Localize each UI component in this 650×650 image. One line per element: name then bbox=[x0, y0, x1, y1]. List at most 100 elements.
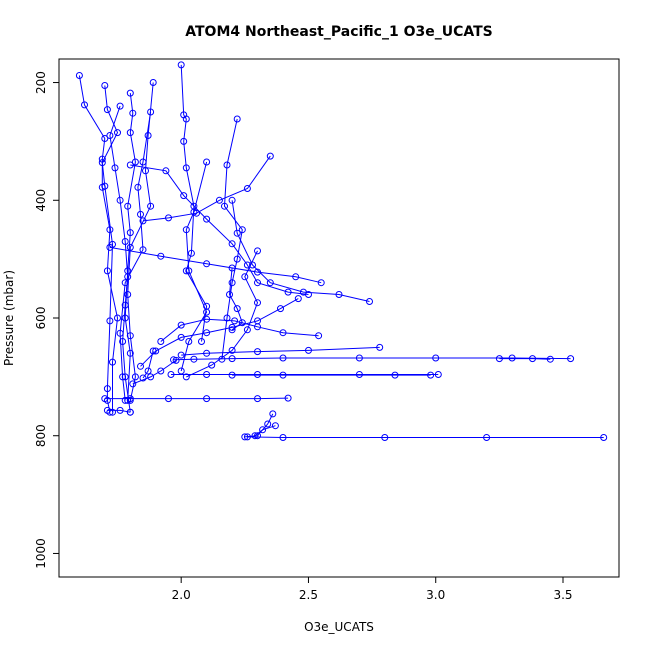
plot-frame bbox=[58, 58, 620, 578]
data-point bbox=[147, 373, 155, 381]
data-point bbox=[185, 338, 193, 345]
data-point bbox=[103, 267, 111, 275]
data-point bbox=[432, 354, 440, 362]
data-point bbox=[109, 358, 116, 366]
data-point bbox=[279, 354, 287, 362]
data-point bbox=[149, 347, 157, 355]
data-point bbox=[103, 406, 111, 414]
data-point bbox=[203, 395, 211, 403]
data-point bbox=[177, 367, 185, 375]
data-point bbox=[355, 354, 363, 362]
series-line-8 bbox=[221, 118, 243, 360]
data-point bbox=[251, 432, 259, 440]
data-point bbox=[203, 329, 211, 337]
series-line-15 bbox=[160, 318, 319, 342]
data-point bbox=[249, 261, 256, 269]
data-point bbox=[182, 164, 190, 172]
data-point bbox=[180, 192, 188, 200]
data-point bbox=[139, 246, 147, 254]
data-point bbox=[243, 326, 251, 334]
y-tick-label: 800 bbox=[34, 424, 48, 447]
data-point bbox=[119, 373, 127, 381]
data-point bbox=[203, 308, 211, 316]
chart-title: ATOM4 Northeast_Pacific_1 O3e_UCATS bbox=[185, 24, 493, 40]
series-line-19 bbox=[173, 357, 571, 361]
data-point bbox=[233, 229, 241, 237]
data-point bbox=[228, 355, 236, 363]
data-point bbox=[203, 315, 211, 323]
data-point bbox=[228, 346, 236, 354]
data-point bbox=[218, 355, 226, 363]
data-point bbox=[101, 82, 109, 89]
data-point bbox=[279, 329, 287, 337]
data-point bbox=[142, 167, 149, 175]
data-point bbox=[114, 129, 121, 137]
data-point bbox=[98, 155, 106, 163]
data-point bbox=[177, 351, 185, 359]
data-point bbox=[81, 101, 88, 109]
data-point bbox=[116, 406, 124, 414]
data-point bbox=[238, 226, 246, 234]
data-point bbox=[243, 185, 251, 192]
data-point bbox=[254, 299, 261, 307]
series-line-26 bbox=[247, 436, 604, 438]
data-point bbox=[254, 371, 261, 378]
data-point bbox=[147, 202, 155, 210]
data-point bbox=[284, 394, 292, 402]
data-point bbox=[271, 422, 279, 430]
data-point bbox=[223, 314, 231, 322]
data-point bbox=[177, 333, 185, 341]
series-line-20 bbox=[499, 358, 551, 360]
data-point bbox=[137, 362, 144, 370]
data-point bbox=[139, 158, 147, 166]
data-point bbox=[106, 132, 114, 139]
data-point bbox=[103, 385, 111, 393]
data-point bbox=[203, 349, 211, 357]
data-point bbox=[284, 288, 292, 296]
data-point bbox=[182, 373, 190, 381]
data-point bbox=[144, 367, 152, 375]
data-point bbox=[126, 408, 134, 416]
data-point bbox=[165, 214, 172, 222]
data-point bbox=[228, 196, 236, 204]
data-point bbox=[119, 338, 127, 345]
data-point bbox=[134, 183, 142, 191]
data-point bbox=[144, 132, 152, 139]
data-point bbox=[215, 196, 223, 204]
data-point bbox=[75, 72, 83, 79]
data-point bbox=[254, 348, 261, 356]
series-line-17 bbox=[186, 250, 259, 378]
x-axis: 2.0 2.5 3.0 3.5 bbox=[172, 577, 573, 602]
data-point bbox=[170, 356, 177, 364]
data-point bbox=[149, 79, 157, 86]
data-point bbox=[121, 373, 129, 381]
data-point bbox=[305, 346, 312, 354]
data-point bbox=[180, 137, 188, 145]
data-point bbox=[137, 210, 144, 218]
data-point bbox=[264, 420, 272, 428]
data-point bbox=[124, 202, 132, 210]
data-point bbox=[131, 373, 139, 381]
data-point bbox=[254, 268, 261, 276]
data-point bbox=[172, 356, 180, 364]
data-point bbox=[116, 329, 124, 337]
data-point bbox=[508, 354, 516, 362]
data-point bbox=[279, 371, 287, 379]
x-tick-label: 3.5 bbox=[553, 588, 572, 602]
data-point bbox=[126, 395, 134, 403]
data-point bbox=[266, 279, 274, 287]
data-point bbox=[231, 317, 239, 325]
data-point bbox=[233, 305, 241, 313]
data-point bbox=[190, 355, 198, 363]
series-line-9 bbox=[142, 155, 271, 222]
series-line-23 bbox=[104, 397, 289, 400]
data-point bbox=[177, 61, 185, 69]
data-point bbox=[203, 371, 211, 378]
data-point bbox=[226, 291, 233, 298]
data-point bbox=[126, 243, 134, 251]
data-point bbox=[243, 261, 251, 269]
data-point bbox=[254, 432, 261, 440]
data-point bbox=[294, 295, 302, 303]
data-point bbox=[121, 301, 129, 309]
data-point bbox=[157, 338, 165, 345]
